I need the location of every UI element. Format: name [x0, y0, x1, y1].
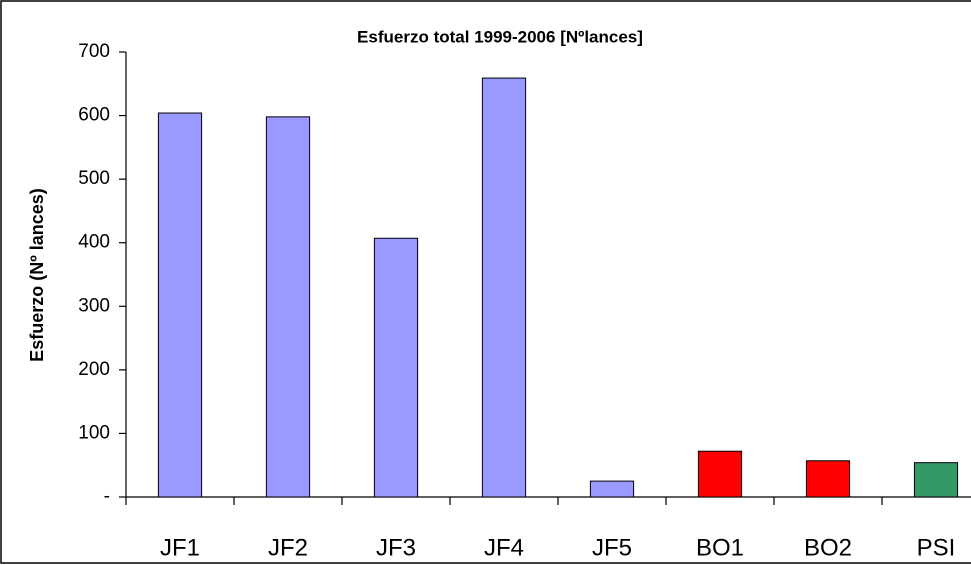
bar — [589, 480, 635, 498]
y-axis-label: Esfuerzo (Nº lances) — [27, 188, 47, 362]
x-tick-label: PSI — [917, 534, 956, 561]
y-tick-label: 400 — [78, 232, 110, 253]
chart-title: Esfuerzo total 1999-2006 [Nºlances] — [357, 27, 643, 46]
y-tick-label: 600 — [78, 105, 110, 126]
bar — [697, 450, 743, 498]
y-tick-label: 300 — [78, 295, 110, 316]
bar — [913, 462, 959, 498]
y-tick-label: 100 — [78, 422, 110, 443]
y-tick-label: 700 — [78, 41, 110, 62]
y-tick-label: - — [104, 486, 110, 507]
x-tick-label: JF5 — [592, 534, 632, 561]
x-tick-label: JF1 — [160, 534, 200, 561]
y-tick-label: 200 — [78, 359, 110, 380]
bar — [265, 116, 311, 498]
y-tick-label: 500 — [78, 168, 110, 189]
bar — [157, 112, 203, 498]
x-tick-label: BO1 — [696, 534, 744, 561]
bar — [481, 77, 527, 498]
x-tick-label: JF4 — [484, 534, 524, 561]
x-tick-label: BO2 — [804, 534, 852, 561]
bar — [805, 460, 851, 498]
x-tick-label: JF3 — [376, 534, 416, 561]
bar — [373, 237, 419, 498]
x-tick-label: JF2 — [268, 534, 308, 561]
